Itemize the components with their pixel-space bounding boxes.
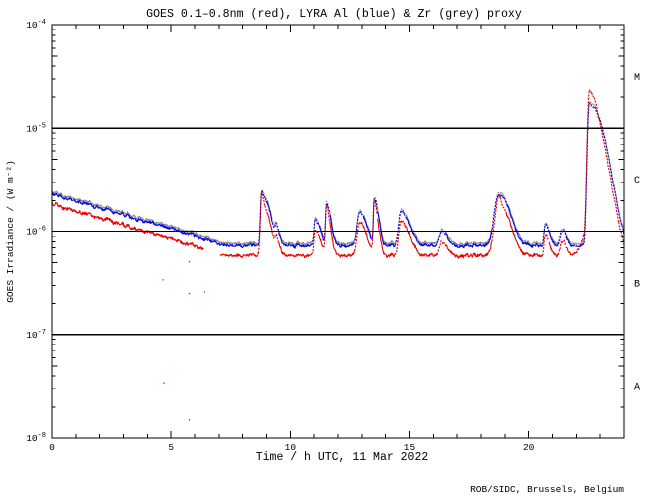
svg-text:GOES 0.1–0.8nm (red), LYRA Al: GOES 0.1–0.8nm (red), LYRA Al (blue) & Z… [146,8,522,21]
svg-text:20: 20 [523,442,535,453]
svg-text:C: C [634,176,640,187]
svg-text:ROB/SIDC, Brussels, Belgium: ROB/SIDC, Brussels, Belgium [470,484,624,495]
svg-text:Time / h UTC, 11 Mar 2022: Time / h UTC, 11 Mar 2022 [256,451,429,464]
svg-text:B: B [634,279,640,290]
svg-text:0: 0 [49,442,55,453]
svg-text:GOES Irradiance / (W m⁻²): GOES Irradiance / (W m⁻²) [5,160,16,303]
svg-text:M: M [634,73,640,84]
svg-text:A: A [634,383,640,394]
svg-text:5: 5 [168,442,174,453]
